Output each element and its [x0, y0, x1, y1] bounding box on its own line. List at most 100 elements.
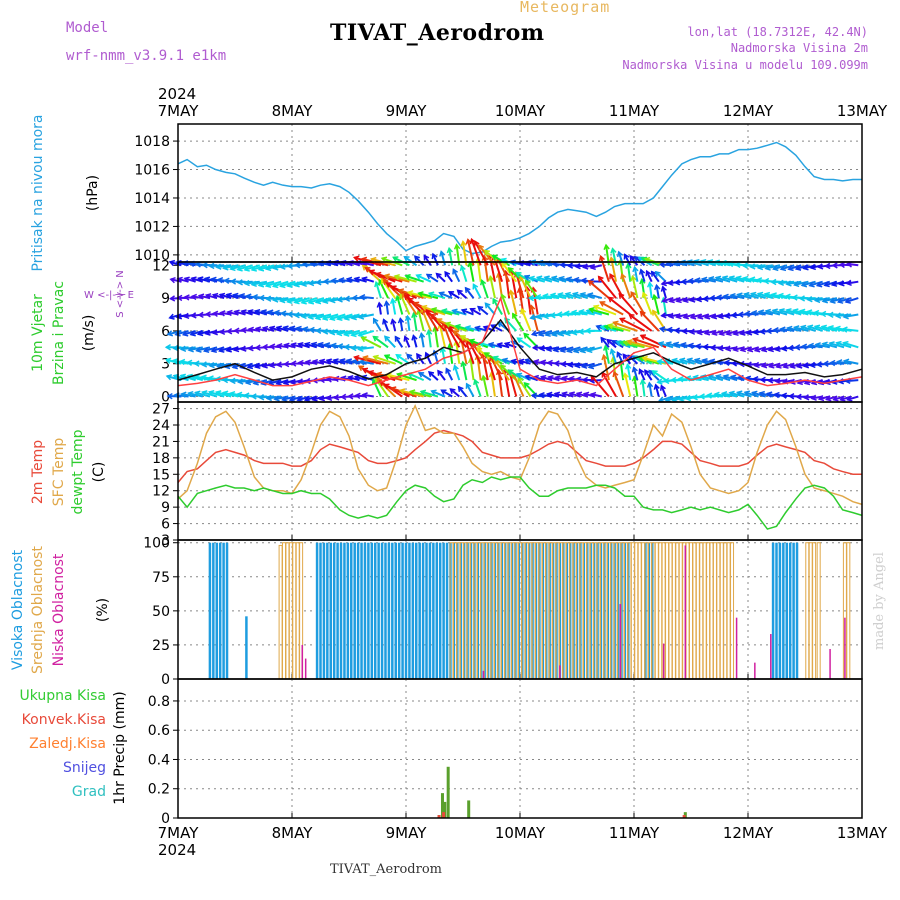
wind-vector-head [357, 331, 364, 338]
wind-vector [266, 297, 282, 300]
lonlat-label: lon,lat (18.7312E, 42.4N) [687, 25, 868, 39]
bar-high [373, 542, 377, 679]
wind-vector-head [552, 346, 559, 353]
wind-vector-head [566, 262, 574, 269]
wind-vector [708, 277, 724, 283]
wind-vector-head [436, 318, 443, 324]
y-tick-label: 1016 [134, 163, 170, 179]
wind-vector [633, 376, 639, 397]
wind-vector-head [530, 330, 538, 337]
wind-vector-head [321, 314, 329, 321]
wind-vector [280, 280, 296, 288]
wind-vector-head [279, 282, 286, 289]
wind-vector [412, 312, 418, 332]
wind-vector [688, 279, 702, 283]
wind-vector-head [223, 277, 230, 285]
wind-vector-head [658, 261, 666, 268]
y-tick-label: 0.6 [148, 723, 170, 739]
wind-vector-head [222, 264, 229, 271]
wind-vector-head [290, 360, 297, 367]
wind-vector [441, 389, 453, 398]
wind-vector-head [739, 329, 746, 336]
bar-low [770, 634, 772, 679]
wind-vector-field [164, 237, 859, 403]
wind-vector [375, 281, 382, 299]
bar-high [215, 542, 219, 679]
wind-vector-head [758, 390, 765, 398]
wind-vector-head [810, 379, 818, 386]
wind-vector [702, 277, 716, 283]
wind-vector-head [622, 353, 629, 360]
y-label-low-cloud: Niska Oblacnost [51, 553, 67, 666]
wind-vector-head [559, 346, 566, 353]
wind-vector-head [625, 262, 632, 269]
bar-mid [730, 542, 735, 680]
wind-vector-head [293, 311, 300, 319]
wind-vector-head [395, 354, 402, 360]
wind-vector-head [247, 344, 254, 352]
wind-vector-head [336, 296, 343, 303]
wind-vector-head [577, 328, 585, 335]
wind-vector-head [412, 301, 420, 308]
wind-vector-head [195, 346, 202, 353]
wind-vector [543, 294, 560, 300]
wind-vector-head [568, 391, 575, 398]
wind-vector-head [765, 327, 772, 335]
bar-high [370, 542, 374, 679]
wind-vector-head [687, 277, 694, 285]
bar-mid [702, 542, 707, 680]
y-label-precip: 1hr Precip (mm) [112, 691, 128, 804]
bar-low [482, 670, 485, 679]
wind-vector-head [472, 283, 479, 290]
wind-vector-head [586, 346, 593, 354]
wind-vector-head [644, 369, 650, 376]
bar-high [795, 542, 799, 679]
bar-high [397, 542, 401, 679]
wind-vector-head [743, 292, 750, 299]
wind-vector-head [689, 296, 696, 303]
wind-vector-head [574, 262, 581, 270]
wind-vector [461, 309, 474, 316]
wind-vector-head [480, 374, 488, 382]
wind-vector-head [357, 313, 365, 320]
wind-vector-head [798, 308, 806, 315]
wind-vector-head [813, 296, 821, 304]
wind-vector [573, 292, 588, 300]
wind-vector [642, 292, 653, 315]
wind-vector-head [807, 342, 814, 350]
wind-vector-head [431, 252, 438, 260]
wind-vector-head [275, 361, 283, 368]
wind-vector [416, 353, 425, 365]
wind-vector-head [439, 250, 446, 257]
wind-vector-head [460, 360, 467, 367]
wind-vector-head [546, 391, 553, 398]
wind-vector-head [335, 329, 343, 337]
wind-vector [405, 274, 424, 283]
wind-vector [601, 372, 617, 398]
wind-vector-head [745, 329, 753, 336]
wind-vector [337, 313, 353, 321]
wind-vector [729, 276, 745, 283]
wind-vector-head [563, 310, 570, 317]
wind-vector-head [741, 262, 748, 269]
wind-vector-head [793, 325, 800, 332]
wind-vector [216, 264, 232, 269]
wind-vector [303, 263, 317, 267]
bar-mid [634, 542, 639, 680]
wind-vector [382, 319, 389, 332]
wind-vector-head [354, 392, 361, 400]
wind-vector [586, 309, 603, 316]
wind-vector [473, 379, 482, 397]
wind-vector-head [732, 329, 739, 337]
wind-vector-head [232, 345, 240, 353]
bar-high [343, 542, 346, 679]
wind-vector-head [770, 292, 777, 299]
wind-vector-head [449, 388, 456, 394]
compass-sn: S <-|-> N [115, 270, 126, 318]
bar-low [559, 665, 561, 679]
bar-mid [654, 542, 659, 680]
wind-vector [468, 262, 475, 282]
wind-vector [330, 313, 346, 321]
compass-we: W <-|-> E [84, 290, 134, 301]
wind-vector-head [211, 292, 219, 300]
